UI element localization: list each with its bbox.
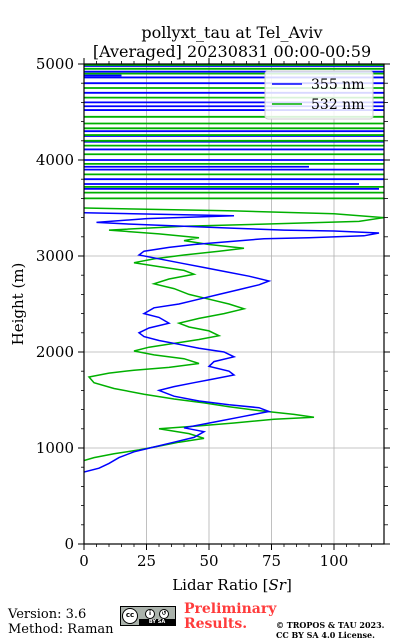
by-icon: i (145, 609, 155, 619)
series-355-line (84, 212, 380, 473)
lidar-ratio-chart: pollyxt_tau at Tel_Aviv [Averaged] 20230… (9, 23, 390, 594)
x-tick-label: 0 (79, 552, 89, 570)
y-tick-label: 4000 (36, 151, 74, 169)
preliminary-line-1: Preliminary (184, 601, 277, 617)
y-tick-label: 2000 (36, 343, 74, 361)
cc-icon: cc (122, 608, 138, 624)
legend-label-532: 532 nm (311, 97, 364, 113)
by-sa-strip: BY SA (139, 619, 175, 625)
y-tick-label: 1000 (36, 439, 74, 457)
y-tick-label: 3000 (36, 247, 74, 265)
chart-title: pollyxt_tau at Tel_Aviv (141, 23, 322, 42)
chart-subtitle: [Averaged] 20230831 00:00-00:59 (93, 42, 371, 61)
copyright-line-2: CC BY SA 4.0 License. (276, 630, 375, 640)
x-tick-label: 100 (320, 552, 349, 570)
y-tick-label: 0 (64, 535, 74, 553)
legend: 355 nm 532 nm (264, 70, 374, 120)
preliminary-notice: Preliminary Results. (184, 602, 276, 632)
y-axis-label: Height (m) (9, 263, 27, 346)
sa-icon: ↺ (159, 609, 169, 619)
x-tick-label: 75 (262, 552, 281, 570)
x-tick-label: 50 (199, 552, 218, 570)
copyright-line-1: © TROPOS & TAU 2023. (276, 620, 385, 630)
x-tick-label: 25 (137, 552, 156, 570)
series-532-line (84, 207, 384, 462)
x-axis-label: Lidar Ratio [Sr] (172, 576, 292, 594)
preliminary-line-2: Results. (184, 616, 248, 632)
method-text: Method: Raman (8, 622, 114, 637)
plot-area (84, 64, 384, 473)
legend-label-355: 355 nm (311, 77, 364, 93)
version-text: Version: 3.6 (8, 607, 87, 622)
y-tick-label: 5000 (36, 55, 74, 73)
copyright-notice: © TROPOS & TAU 2023. CC BY SA 4.0 Licens… (276, 620, 384, 640)
legend-box (264, 70, 374, 120)
cc-license-badge: cc i ↺ BY SA (120, 606, 176, 626)
